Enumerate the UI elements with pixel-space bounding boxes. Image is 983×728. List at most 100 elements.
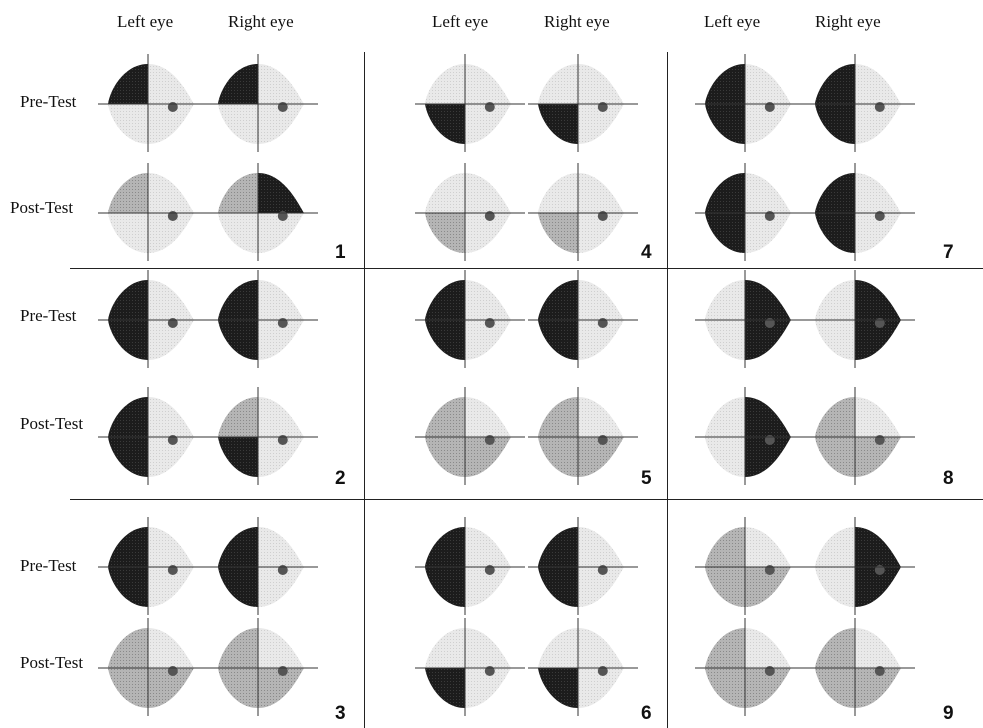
panel-5-pre-right-field-quadrant-2 <box>538 320 578 360</box>
panel-8-post-right-field-quadrant-1 <box>855 397 901 437</box>
panel-2-pre-left-field-quadrant-1 <box>148 280 194 320</box>
panel-3-post-right-field-quadrant-0 <box>218 628 258 668</box>
panel-2-post-left-field-quadrant-1 <box>148 397 194 437</box>
col1-left-eye-header: Left eye <box>117 12 174 31</box>
panel-8-post-right-field <box>805 387 915 485</box>
panel-5-post-right-field-quadrant-0 <box>538 397 578 437</box>
panel-2-pre-right-field <box>208 270 318 368</box>
panel-3-post-right-field-quadrant-1 <box>258 628 304 668</box>
panel-2-post-right-field <box>208 387 318 485</box>
panel-5-pre-left-field-quadrant-0 <box>425 280 465 320</box>
panel-5-pre-right-field-quadrant-0 <box>538 280 578 320</box>
panel-5-pre-left-field <box>415 270 525 368</box>
panel-4-pre-right-field-quadrant-0 <box>538 64 578 104</box>
panel-1-post-left-field <box>98 163 208 261</box>
panel-9-post-right-field <box>805 618 915 716</box>
panel-3-pre-left-field-quadrant-2 <box>108 567 148 607</box>
panel-2-pre-right-field-quadrant-0 <box>218 280 258 320</box>
panel-1-pre-right-field-quadrant-2 <box>218 104 258 144</box>
panel-3-post-left-field <box>98 618 208 716</box>
panel-number-5: 5 <box>641 468 652 489</box>
panel-4-pre-right-field <box>528 54 638 152</box>
panel-8-pre-right-field-quadrant-0 <box>815 280 855 320</box>
panel-number-1: 1 <box>335 242 346 263</box>
panel-1-post-left-field-quadrant-1 <box>148 173 194 213</box>
panel-4-pre-left-field-quadrant-0 <box>425 64 465 104</box>
panel-3-pre-right-field-quadrant-1 <box>258 527 304 567</box>
panel-4-pre-right-field-quadrant-1 <box>578 64 624 104</box>
panel-6-pre-right-field-quadrant-2 <box>538 567 578 607</box>
col3-right-eye-header: Right eye <box>815 12 881 31</box>
panel-4-pre-left-field-quadrant-1 <box>465 64 511 104</box>
panel-4-post-left-field-quadrant-0 <box>425 173 465 213</box>
panel-1-pre-left-field-quadrant-0 <box>108 64 148 104</box>
panel-6-post-left-field <box>415 618 525 716</box>
panel-1-pre-right-field-quadrant-1 <box>258 64 304 104</box>
panel-9-pre-left-field-quadrant-2 <box>705 567 745 607</box>
horizontal-divider-2 <box>70 499 983 500</box>
panel-8-pre-left-field <box>695 270 805 368</box>
panel-9-pre-left-field <box>695 517 805 615</box>
panel-4-pre-left-field <box>415 54 525 152</box>
panel-5-post-right-field <box>528 387 638 485</box>
panel-8-post-right-field-quadrant-2 <box>815 437 855 477</box>
panel-4-post-left-field-quadrant-2 <box>425 213 465 253</box>
panel-9-post-right-field-quadrant-1 <box>855 628 901 668</box>
panel-8-pre-right-field-quadrant-2 <box>815 320 855 360</box>
panel-3-pre-left-field <box>98 517 208 615</box>
panel-6-post-right-field <box>528 618 638 716</box>
panel-9-post-left-field <box>695 618 805 716</box>
panel-1-post-right-field-quadrant-0 <box>218 173 258 213</box>
panel-6-pre-right-field <box>528 517 638 615</box>
col3-left-eye-header: Left eye <box>704 12 761 31</box>
row3-post-label: Post-Test <box>20 653 84 672</box>
panel-7-post-left-field-quadrant-0 <box>705 173 745 213</box>
panel-4-post-left-field <box>415 163 525 261</box>
panel-6-pre-left-field-quadrant-0 <box>425 527 465 567</box>
vertical-divider-2 <box>667 52 668 728</box>
panel-8-pre-left-field-quadrant-0 <box>705 280 745 320</box>
panel-5-post-right-field-quadrant-2 <box>538 437 578 477</box>
panel-7-post-left-field <box>695 163 805 261</box>
panel-number-9: 9 <box>943 703 954 724</box>
col2-right-eye-header: Right eye <box>544 12 610 31</box>
row2-post-label: Post-Test <box>20 414 84 433</box>
panel-6-pre-left-field <box>415 517 525 615</box>
panel-number-3: 3 <box>335 703 346 724</box>
panel-5-post-left-field-quadrant-2 <box>425 437 465 477</box>
panel-9-post-left-field-quadrant-1 <box>745 628 791 668</box>
panel-8-post-left-field-quadrant-2 <box>705 437 745 477</box>
panel-6-post-left-field-quadrant-1 <box>465 628 511 668</box>
panel-3-pre-left-field-quadrant-1 <box>148 527 194 567</box>
panel-7-post-left-field-quadrant-2 <box>705 213 745 253</box>
panel-1-pre-right-field <box>208 54 318 152</box>
row3-pre-label: Pre-Test <box>20 556 77 575</box>
panel-2-post-left-field-quadrant-0 <box>108 397 148 437</box>
panel-1-pre-right-field-quadrant-0 <box>218 64 258 104</box>
panel-2-pre-left-field <box>98 270 208 368</box>
panel-9-post-right-field-quadrant-0 <box>815 628 855 668</box>
panel-8-post-right-field-quadrant-0 <box>815 397 855 437</box>
vertical-divider-1 <box>364 52 365 728</box>
panel-8-pre-left-field-quadrant-2 <box>705 320 745 360</box>
panel-3-pre-right-field-quadrant-2 <box>218 567 258 607</box>
panel-5-pre-left-field-quadrant-1 <box>465 280 511 320</box>
panel-2-post-right-field-quadrant-1 <box>258 397 304 437</box>
panel-3-post-left-field-quadrant-1 <box>148 628 194 668</box>
panel-9-pre-right-field-quadrant-0 <box>815 527 855 567</box>
panel-8-pre-right-field-quadrant-1 <box>855 280 901 320</box>
panel-5-pre-right-field-quadrant-1 <box>578 280 624 320</box>
panel-4-post-left-field-quadrant-1 <box>465 173 511 213</box>
panel-number-8: 8 <box>943 468 954 489</box>
panel-8-post-left-field <box>695 387 805 485</box>
panel-6-post-right-field-quadrant-0 <box>538 628 578 668</box>
panel-3-pre-right-field <box>208 517 318 615</box>
panel-2-post-left-field <box>98 387 208 485</box>
panel-6-post-right-field-quadrant-2 <box>538 668 578 708</box>
panel-5-pre-left-field-quadrant-2 <box>425 320 465 360</box>
panel-number-7: 7 <box>943 242 954 263</box>
panel-6-post-left-field-quadrant-0 <box>425 628 465 668</box>
panel-6-post-right-field-quadrant-1 <box>578 628 624 668</box>
panel-5-post-left-field-quadrant-0 <box>425 397 465 437</box>
